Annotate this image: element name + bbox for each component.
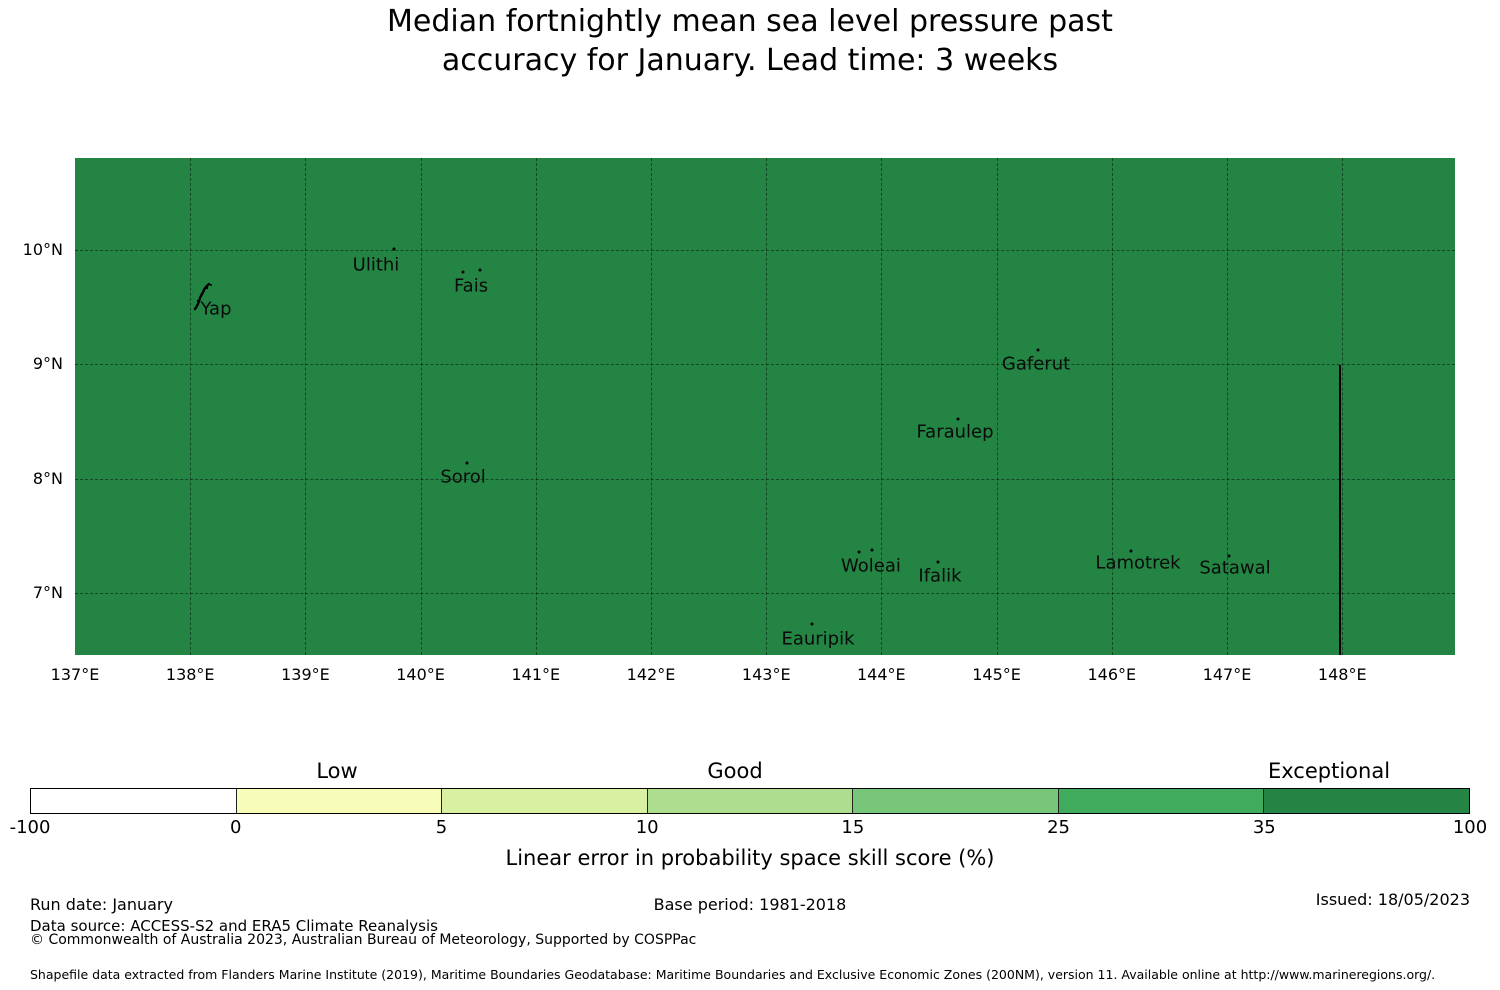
colorbar-tick-label: 0 [229,817,242,838]
colorbar-category-label: Good [707,759,763,783]
colorbar-tick-label: 100 [1452,817,1488,838]
colorbar-tick-label: 35 [1252,817,1276,838]
island-label: Satawal [1199,557,1271,579]
island-dot [1227,554,1231,558]
island-label: Faraulep [916,421,994,443]
footer-copyright: © Commonwealth of Australia 2023, Austra… [30,932,697,948]
island-dot [870,548,874,552]
footer-run-date: Run date: January [30,895,173,914]
figure-title: Median fortnightly mean sea level pressu… [0,2,1500,80]
x-tick-label: 140°E [396,665,445,684]
colorbar-tick-label: 15 [841,817,865,838]
figure-title-line2: accuracy for January. Lead time: 3 weeks [441,43,1059,78]
y-tick-label: 10°N [22,239,63,259]
island-dot [465,461,469,465]
colorbar-segment [31,789,237,813]
grid-line-horizontal [75,364,1455,366]
colorbar-segment [1058,789,1265,813]
grid-line-vertical [1227,158,1229,655]
island-label: Woleai [841,555,901,577]
yap-archipelago-icon [191,281,217,317]
colorbar-category-label: Exceptional [1267,759,1391,783]
y-tick-label: 8°N [32,468,63,488]
island-label: Eauripik [781,628,855,650]
footer-data-source: Data source: ACCESS-S2 and ERA5 Climate … [30,917,438,935]
x-tick-label: 147°E [1202,665,1252,684]
island-dot [857,550,861,554]
colorbar-category-label: Low [316,759,358,783]
colorbar-segment [442,789,648,813]
colorbar-segment [1264,789,1470,813]
x-tick-label: 145°E [972,665,1021,684]
grid-line-vertical [305,158,307,655]
x-tick-label: 148°E [1317,665,1367,684]
island-dot [810,622,814,626]
colorbar-tick-label: 25 [1047,817,1071,838]
grid-line-vertical [996,158,998,655]
y-tick-label: 7°N [32,582,63,602]
grid-line-vertical [1111,158,1113,655]
island-dot [392,247,396,251]
island-label: Sorol [440,466,486,488]
grid-line-vertical [651,158,652,655]
grid-line-vertical [535,158,537,655]
island-label: Ifalik [918,565,962,587]
x-tick-label: 137°E [50,665,100,684]
colorbar-segment [236,789,443,813]
island-label: Gaferut [1001,353,1071,375]
x-tick-label: 141°E [511,665,561,684]
colorbar-axis-label: Linear error in probability space skill … [505,846,995,870]
x-tick-label: 146°E [1087,665,1137,684]
grid-line-vertical [1342,158,1344,655]
y-tick-label: 9°N [32,354,63,374]
grid-line-horizontal [75,592,1455,594]
grid-line-vertical [420,158,422,655]
island-dot [461,270,465,274]
colorbar-segment [647,789,854,813]
grid-line-horizontal [75,478,1455,480]
island-dot [936,560,940,564]
footer-issued-date: Issued: 18/05/2023 [1315,890,1470,909]
island-dot [956,417,960,421]
grid-line-vertical [190,158,192,655]
grid-line-vertical [881,158,883,655]
colorbar-segment [853,789,1059,813]
island-dot [1129,549,1133,553]
island-label: Yap [200,298,232,320]
footer-base-period: Base period: 1981-2018 [653,895,847,914]
island-label: Lamotrek [1095,552,1181,574]
grid-line-vertical [766,158,768,655]
map-area: Yap Ulithi Fais Sorol Gaferut Faraulep Woleai I… [75,158,1455,655]
island-dot [478,268,482,272]
figure-title-line1: Median fortnightly mean sea level pressu… [387,4,1113,39]
colorbar-tick-label: -100 [9,817,51,838]
x-tick-label: 143°E [741,665,791,684]
x-tick-label: 144°E [857,665,906,684]
footer-shapefile-note: Shapefile data extracted from Flanders M… [30,967,1436,982]
island-label: Fais [453,275,489,297]
island-label: Ulithi [352,254,400,276]
colorbar [30,788,1470,814]
eez-boundary-line [1339,364,1342,655]
x-tick-label: 142°E [626,665,676,684]
x-tick-label: 139°E [281,665,330,684]
colorbar-tick-label: 5 [435,817,448,838]
island-dot [1036,348,1040,352]
grid-line-horizontal [75,249,1455,251]
colorbar-tick-label: 10 [635,817,659,838]
x-tick-label: 138°E [165,665,215,684]
